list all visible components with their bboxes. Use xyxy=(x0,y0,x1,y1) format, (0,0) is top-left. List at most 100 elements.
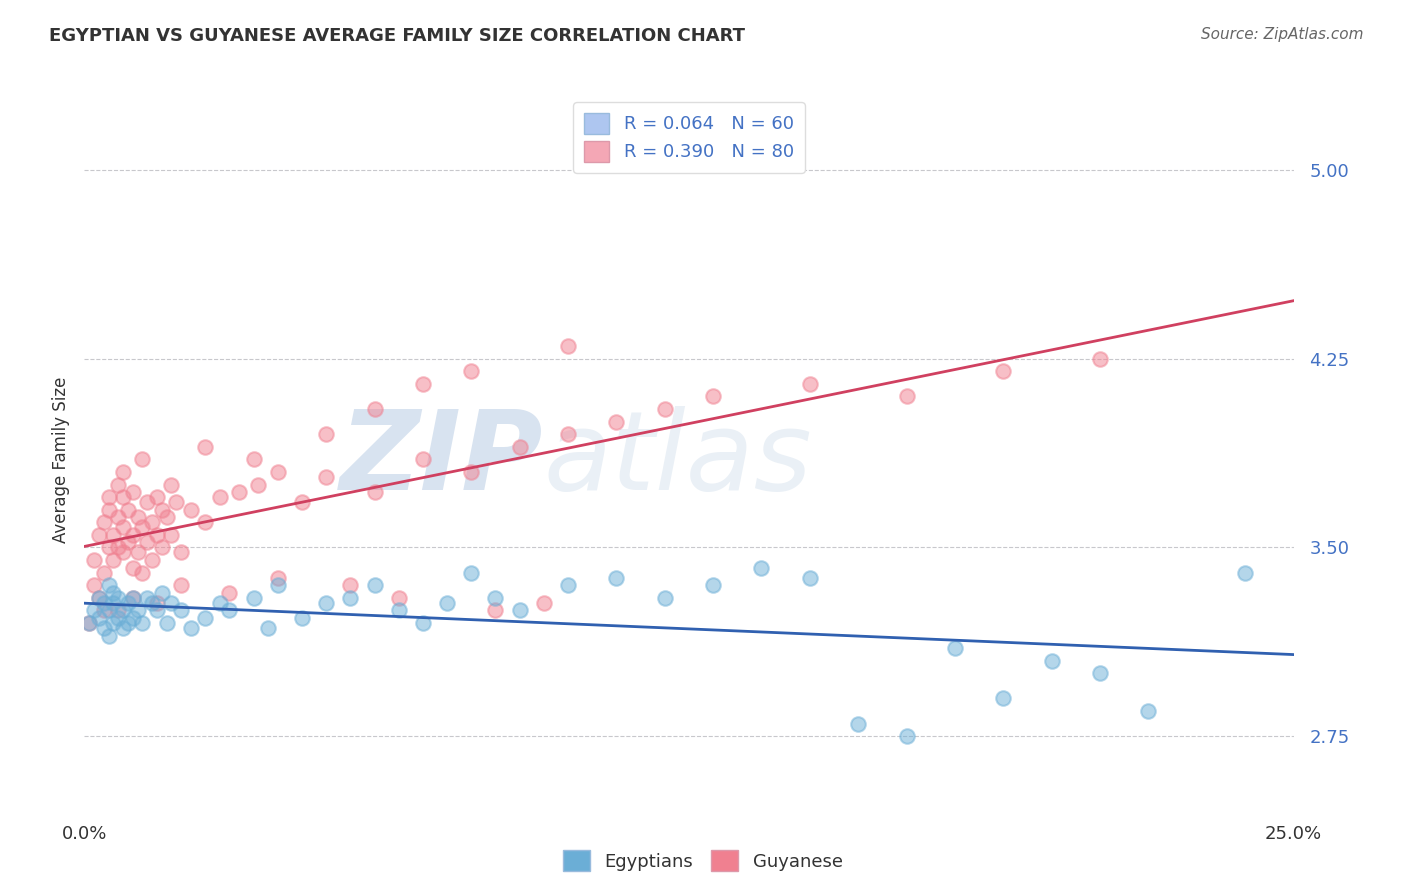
Point xyxy=(412,376,434,391)
Point xyxy=(155,615,177,630)
Point xyxy=(136,535,159,549)
Point xyxy=(103,615,125,630)
Point xyxy=(1088,351,1111,366)
Point xyxy=(194,440,217,454)
Point xyxy=(150,541,173,555)
Point xyxy=(93,596,115,610)
Point xyxy=(127,603,149,617)
Point xyxy=(103,528,125,542)
Point xyxy=(150,502,173,516)
Point xyxy=(557,339,579,353)
Point xyxy=(412,452,434,467)
Point xyxy=(131,452,153,467)
Point xyxy=(131,566,153,580)
Point xyxy=(93,621,115,635)
Point xyxy=(1088,666,1111,681)
Point xyxy=(97,502,120,516)
Point xyxy=(121,611,143,625)
Point xyxy=(267,578,290,592)
Point xyxy=(436,596,458,610)
Point xyxy=(605,415,627,429)
Point xyxy=(170,603,193,617)
Point xyxy=(160,477,183,491)
Point xyxy=(388,603,411,617)
Point xyxy=(136,591,159,605)
Point xyxy=(83,553,105,567)
Point xyxy=(150,586,173,600)
Point xyxy=(146,596,169,610)
Point xyxy=(121,560,143,574)
Point xyxy=(107,510,129,524)
Point xyxy=(97,490,120,504)
Point xyxy=(412,615,434,630)
Point xyxy=(160,528,183,542)
Point xyxy=(339,591,361,605)
Point xyxy=(751,560,773,574)
Point xyxy=(654,591,676,605)
Point xyxy=(943,641,966,656)
Point xyxy=(127,545,149,559)
Point xyxy=(107,477,129,491)
Point xyxy=(87,591,110,605)
Point xyxy=(208,490,231,504)
Point xyxy=(93,566,115,580)
Text: EGYPTIAN VS GUYANESE AVERAGE FAMILY SIZE CORRELATION CHART: EGYPTIAN VS GUYANESE AVERAGE FAMILY SIZE… xyxy=(49,27,745,45)
Point xyxy=(87,591,110,605)
Point xyxy=(247,477,270,491)
Point xyxy=(141,596,163,610)
Point xyxy=(87,611,110,625)
Point xyxy=(194,611,217,625)
Point xyxy=(170,578,193,592)
Point xyxy=(121,591,143,605)
Point xyxy=(846,716,869,731)
Point xyxy=(242,591,264,605)
Point xyxy=(170,545,193,559)
Point xyxy=(605,571,627,585)
Point xyxy=(141,516,163,530)
Point xyxy=(146,528,169,542)
Point xyxy=(121,528,143,542)
Point xyxy=(460,465,482,479)
Point xyxy=(117,535,139,549)
Point xyxy=(799,376,821,391)
Point xyxy=(141,553,163,567)
Point xyxy=(267,465,290,479)
Point xyxy=(257,621,280,635)
Point xyxy=(509,440,531,454)
Point xyxy=(97,629,120,643)
Point xyxy=(112,490,135,504)
Point xyxy=(93,603,115,617)
Point xyxy=(533,596,555,610)
Point xyxy=(388,591,411,605)
Point xyxy=(228,485,250,500)
Point xyxy=(103,586,125,600)
Point xyxy=(218,603,240,617)
Point xyxy=(557,427,579,442)
Point xyxy=(896,389,918,403)
Point xyxy=(339,578,361,592)
Point xyxy=(267,571,290,585)
Point xyxy=(180,621,202,635)
Point xyxy=(993,691,1015,706)
Point xyxy=(107,611,129,625)
Point xyxy=(993,364,1015,378)
Point xyxy=(315,596,337,610)
Text: atlas: atlas xyxy=(544,406,813,513)
Point xyxy=(131,615,153,630)
Point xyxy=(460,364,482,378)
Point xyxy=(107,541,129,555)
Point xyxy=(97,578,120,592)
Point xyxy=(460,566,482,580)
Point xyxy=(107,603,129,617)
Point xyxy=(112,603,135,617)
Point xyxy=(103,553,125,567)
Point xyxy=(509,603,531,617)
Point xyxy=(117,502,139,516)
Point xyxy=(363,578,385,592)
Point xyxy=(654,402,676,417)
Point xyxy=(315,470,337,484)
Point xyxy=(117,596,139,610)
Y-axis label: Average Family Size: Average Family Size xyxy=(52,376,70,542)
Point xyxy=(97,603,120,617)
Point xyxy=(557,578,579,592)
